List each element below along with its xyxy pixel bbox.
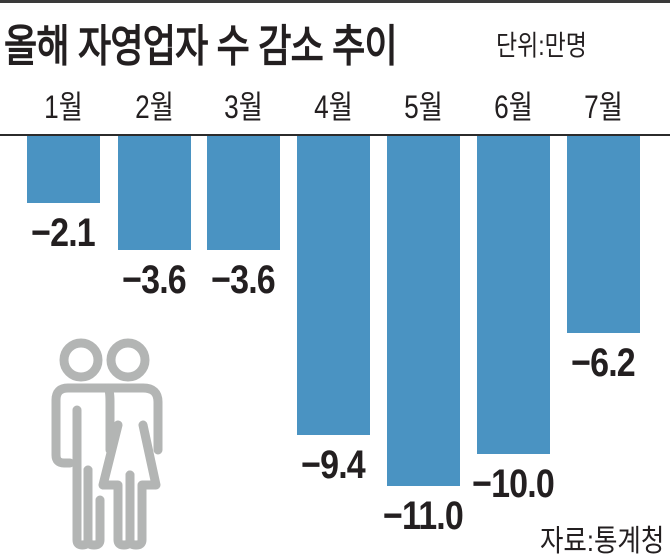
bar-feb (118, 136, 191, 251)
month-label-1: 1월 (44, 89, 83, 125)
couple-people-icon (51, 338, 163, 550)
value-label-jun: −10.0 (472, 462, 555, 506)
month-label-3: 3월 (224, 89, 263, 125)
zero-baseline (0, 134, 670, 136)
unit-label: 단위:만명 (496, 30, 587, 61)
bar-mar (207, 136, 280, 251)
month-label-2: 2월 (135, 89, 174, 125)
value-label-jul: −6.2 (571, 341, 636, 386)
month-label-5: 5월 (404, 89, 443, 125)
bar-may (387, 136, 460, 486)
bar-jun (477, 136, 550, 454)
value-label-mar: −3.6 (211, 258, 276, 303)
chart-title: 올해 자영업자 수 감소 추이 (4, 22, 398, 71)
value-label-may: −11.0 (383, 493, 464, 538)
month-label-4: 4월 (314, 89, 353, 125)
bar-jul (567, 136, 640, 334)
value-label-feb: −3.6 (122, 258, 187, 303)
bar-jan (27, 136, 100, 203)
bar-apr (297, 136, 370, 435)
value-label-jan: −2.1 (31, 210, 96, 255)
value-label-apr: −9.4 (301, 442, 366, 487)
top-border (0, 0, 670, 3)
month-label-7: 7월 (584, 89, 623, 125)
source-note: 자료:통계청 (539, 525, 664, 558)
month-label-6: 6월 (494, 89, 533, 125)
